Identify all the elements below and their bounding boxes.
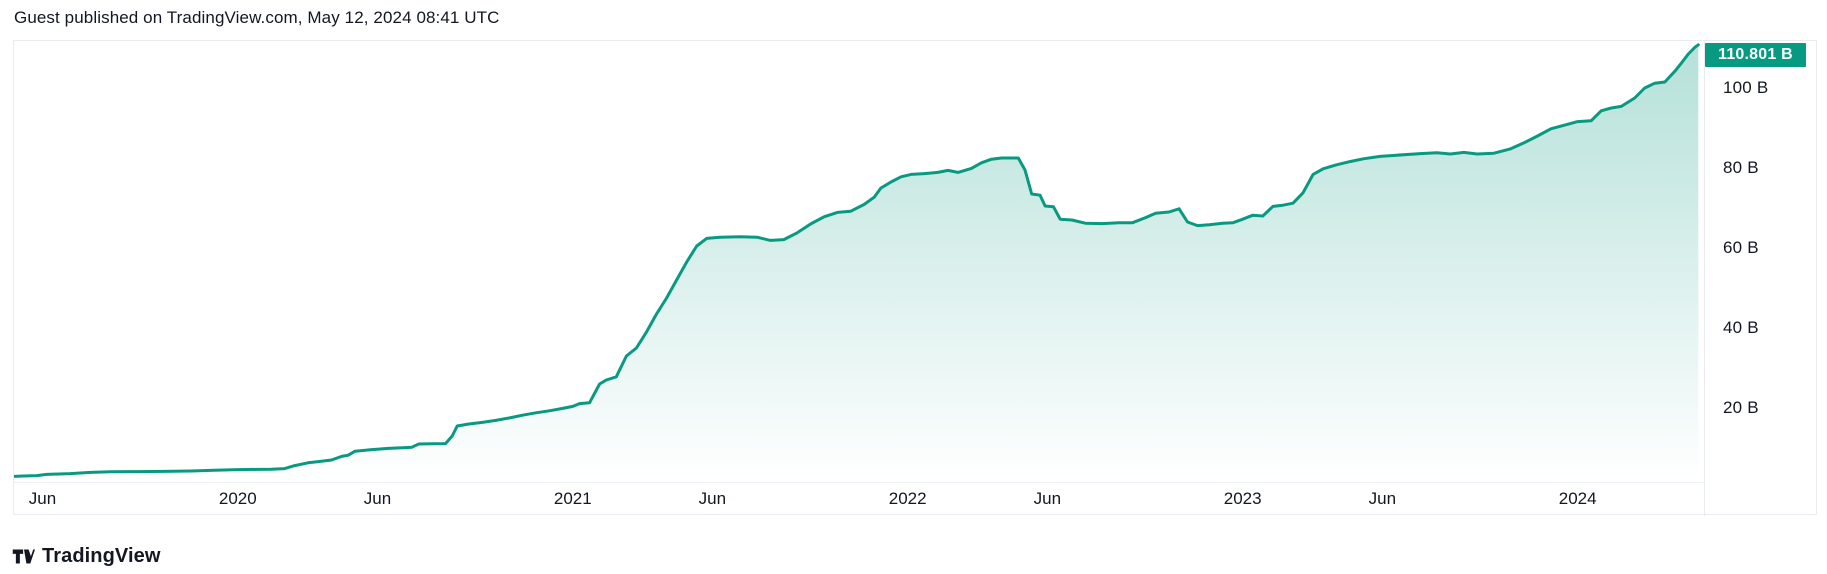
time-axis: Jun 2020 Jun 2021 Jun 2022 Jun 2023 Jun 2024	[14, 482, 1704, 515]
price-axis-separator	[1704, 41, 1705, 516]
y-axis-label: 100 B	[1723, 78, 1769, 97]
area-fill	[14, 44, 1699, 482]
price-axis: 110.801 B 100 B 80 B 60 B 40 B 20 B	[1704, 41, 1817, 516]
x-axis-label: Jun	[363, 489, 392, 508]
x-axis-label: Jun	[28, 489, 57, 508]
x-axis-label: Jun	[1033, 489, 1062, 508]
y-axis-label: 60 B	[1723, 238, 1759, 257]
x-axis-label: 2024	[1558, 489, 1597, 508]
brand-name: TradingView	[42, 545, 161, 567]
time-axis-separator	[14, 482, 1704, 483]
last-price-badge: 110.801 B	[1705, 43, 1806, 67]
area-line	[14, 43, 1700, 478]
y-axis-label: 40 B	[1723, 318, 1759, 337]
y-axis-label: 80 B	[1723, 158, 1759, 177]
x-axis-label: Jun	[698, 489, 727, 508]
x-axis-label: 2020	[218, 489, 257, 508]
x-axis-label: 2023	[1223, 489, 1262, 508]
chart-card: Jun 2020 Jun 2021 Jun 2022 Jun 2023 Jun 2024 110.…	[13, 40, 1817, 516]
x-axis-label: Jun	[1368, 489, 1397, 508]
tradingview-logo-icon	[12, 549, 35, 564]
y-axis-label: 20 B	[1723, 398, 1759, 417]
area-chart	[14, 43, 1700, 482]
footer-branding: TradingView	[12, 545, 161, 568]
x-axis-label: 2022	[888, 489, 927, 508]
header-attribution: Guest published on TradingView.com, May …	[14, 8, 500, 27]
x-axis-label: 2021	[553, 489, 592, 508]
